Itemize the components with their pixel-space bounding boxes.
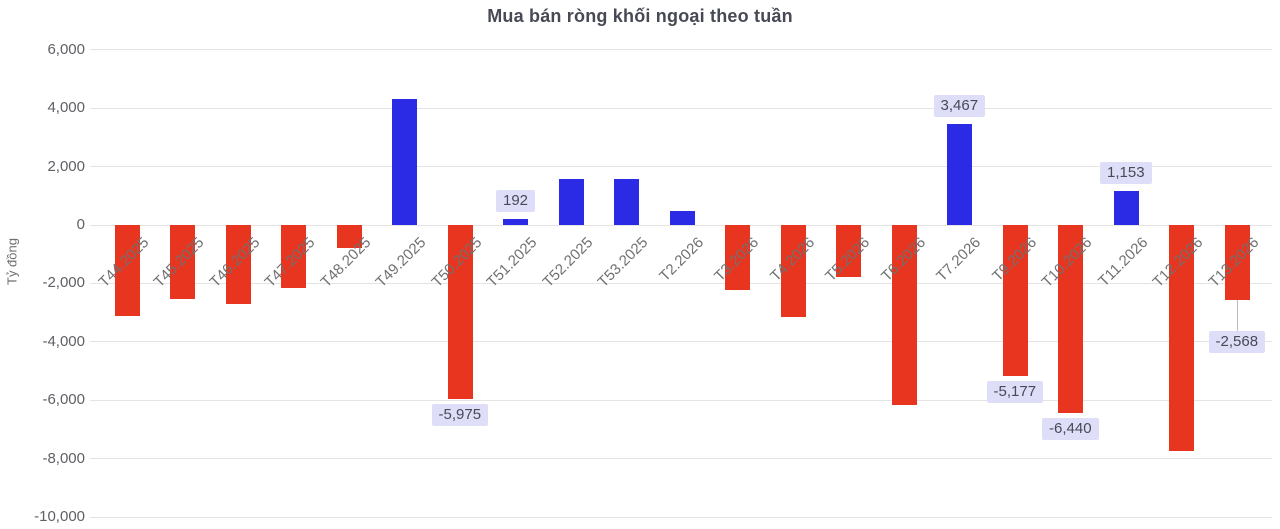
bar-T46.2025[interactable] (225, 225, 251, 305)
y-tick-label: 4,000 (47, 99, 85, 117)
y-tick-label: 6,000 (47, 40, 85, 58)
x-tick-label-T2.2026: T2.2026 (656, 234, 708, 285)
data-label-T51.2025: 192 (496, 190, 536, 213)
bar-T48.2025[interactable] (336, 225, 362, 248)
gridline (90, 458, 1272, 460)
x-tick-label-T11.2026: T11.2026 (1094, 234, 1152, 291)
data-label-T50.2025: -5,975 (431, 404, 489, 427)
bar-T49.2025[interactable] (392, 99, 417, 225)
gridline (90, 282, 1272, 284)
y-tick-label: -4,000 (42, 332, 85, 350)
gridline (90, 516, 1272, 518)
bar-T13.2026[interactable] (1224, 225, 1250, 300)
bar-T4.2026[interactable] (780, 225, 806, 318)
chart-title: Mua bán ròng khối ngoại theo tuần (487, 6, 793, 26)
gridline (90, 107, 1272, 109)
bar-T7.2026[interactable] (947, 123, 972, 225)
bar-T45.2025[interactable] (170, 225, 195, 300)
y-tick-label: -6,000 (42, 391, 85, 409)
y-tick-label: 2,000 (47, 157, 85, 175)
gridline (90, 341, 1272, 343)
y-tick-label: -8,000 (42, 449, 85, 467)
bar-T5.2026[interactable] (836, 225, 861, 278)
gridline (90, 49, 1272, 51)
gridline (90, 399, 1272, 401)
bar-T50.2025[interactable] (447, 225, 473, 400)
y-tick-label: -2,000 (42, 274, 85, 292)
bar-T6.2026[interactable] (891, 225, 917, 405)
bar-T10.2026[interactable] (1058, 225, 1083, 414)
bar-T47.2025[interactable] (281, 225, 306, 288)
bar-T9.2026[interactable] (1002, 225, 1028, 377)
bar-T11.2026[interactable] (1113, 191, 1139, 225)
data-label-T10.2026: -6,440 (1042, 418, 1099, 441)
callout-line-T13.2026 (1237, 299, 1238, 331)
gridline (90, 224, 1272, 226)
x-tick-label-T7.2026: T7.2026 (933, 234, 985, 285)
data-label-T9.2026: -5,177 (986, 381, 1044, 404)
gridline (90, 166, 1272, 168)
bar-T52.2025[interactable] (558, 179, 584, 225)
bar-T44.2025[interactable] (114, 225, 140, 316)
bar-T3.2026[interactable] (725, 225, 750, 291)
bar-T53.2025[interactable] (614, 179, 639, 225)
bar-T51.2025[interactable] (503, 219, 528, 225)
data-label-T7.2026: 3,467 (933, 94, 986, 117)
y-tick-label: 0 (76, 216, 85, 233)
bar-T12.2026[interactable] (1169, 225, 1194, 451)
data-label-T13.2026: -2,568 (1208, 330, 1266, 353)
bar-T2.2026[interactable] (669, 210, 695, 225)
data-label-T11.2026: 1,153 (1100, 162, 1152, 185)
y-tick-label: -10,000 (34, 508, 85, 525)
